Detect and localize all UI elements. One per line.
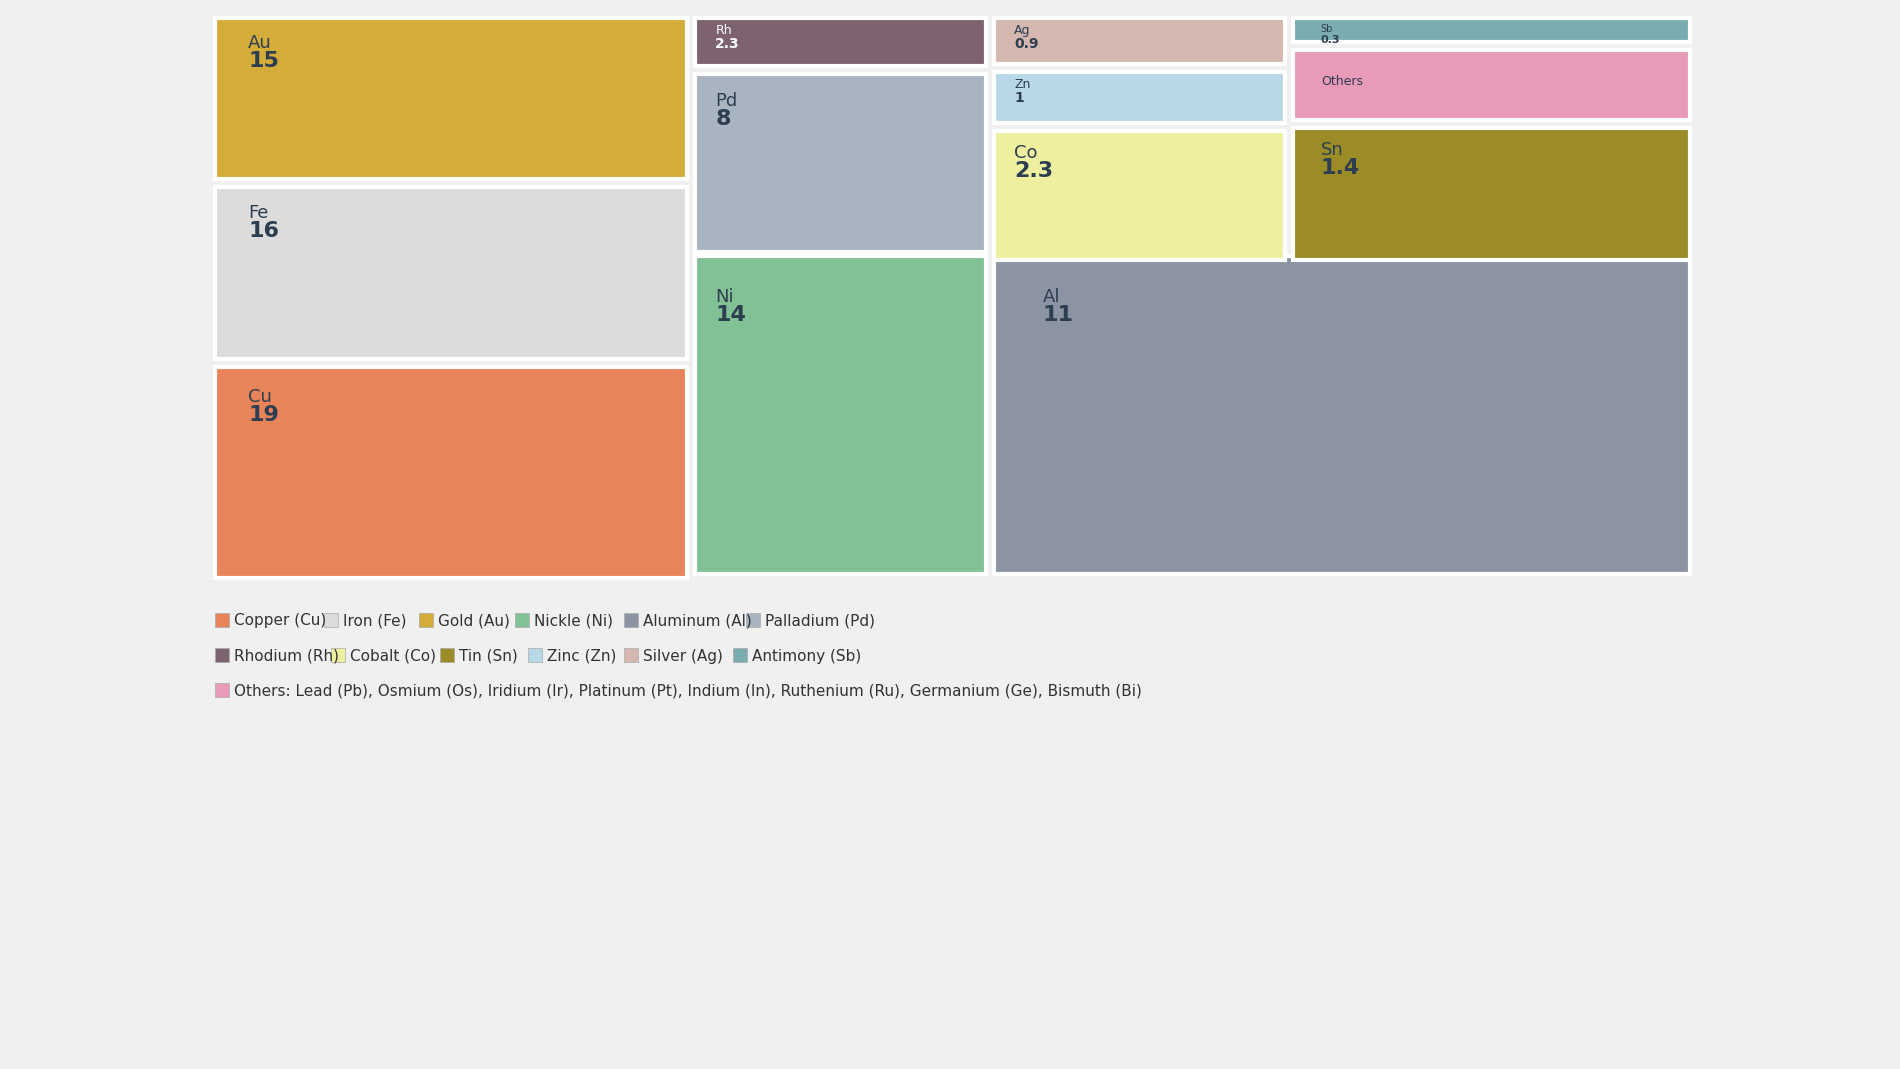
Text: Ni: Ni (716, 288, 733, 306)
Text: Ag: Ag (1015, 24, 1032, 37)
Bar (623, 648, 638, 662)
Text: Silver (Ag): Silver (Ag) (642, 649, 722, 664)
Text: Cobalt (Co): Cobalt (Co) (350, 649, 435, 664)
Bar (623, 613, 638, 628)
Text: Sn: Sn (1320, 141, 1343, 159)
Bar (1294, 128, 1689, 260)
Text: 19: 19 (249, 405, 279, 425)
Bar (215, 683, 230, 697)
Bar (695, 255, 986, 574)
Text: 15: 15 (249, 51, 279, 72)
Text: Copper (Cu): Copper (Cu) (234, 614, 327, 629)
Bar (528, 648, 542, 662)
Text: Others: Others (1320, 75, 1362, 88)
Text: Zn: Zn (1015, 78, 1030, 91)
Bar (215, 367, 688, 578)
Text: Nickle (Ni): Nickle (Ni) (534, 614, 614, 629)
Bar (1294, 50, 1689, 120)
Text: Sb: Sb (1320, 24, 1334, 34)
Bar (420, 613, 433, 628)
Text: Aluminum (Al): Aluminum (Al) (642, 614, 752, 629)
Text: Antimony (Sb): Antimony (Sb) (752, 649, 861, 664)
Text: 2.3: 2.3 (1015, 161, 1053, 181)
Text: 1: 1 (1015, 91, 1024, 105)
Text: 8: 8 (716, 109, 732, 128)
Text: 1.4: 1.4 (1320, 158, 1360, 179)
Text: Co: Co (1015, 144, 1037, 161)
Bar (994, 18, 1284, 64)
Bar (994, 72, 1284, 123)
Bar (747, 613, 760, 628)
Bar (215, 613, 230, 628)
Text: 2.3: 2.3 (716, 37, 739, 51)
Text: Iron (Fe): Iron (Fe) (344, 614, 407, 629)
Text: 0.3: 0.3 (1320, 35, 1340, 45)
Text: 0.9: 0.9 (1015, 37, 1039, 51)
Bar (215, 18, 688, 179)
Bar (1294, 18, 1689, 42)
Bar (994, 131, 1284, 260)
Text: Fe: Fe (249, 204, 268, 222)
Bar (695, 18, 986, 66)
Bar (733, 648, 747, 662)
Bar (695, 74, 986, 252)
Text: Al: Al (1043, 288, 1060, 306)
Text: Gold (Au): Gold (Au) (439, 614, 511, 629)
Bar (215, 648, 230, 662)
Text: 11: 11 (1043, 305, 1074, 325)
Bar (331, 648, 344, 662)
Text: Rh: Rh (716, 24, 732, 37)
Text: Others: Lead (Pb), Osmium (Os), Iridium (Ir), Platinum (Pt), Indium (In), Ruthen: Others: Lead (Pb), Osmium (Os), Iridium … (234, 683, 1142, 698)
Bar (215, 187, 688, 359)
Bar (515, 613, 528, 628)
Text: Pd: Pd (716, 92, 737, 110)
Text: Tin (Sn): Tin (Sn) (460, 649, 517, 664)
Text: Au: Au (249, 34, 272, 52)
Text: Palladium (Pd): Palladium (Pd) (766, 614, 876, 629)
Text: Rhodium (Rh): Rhodium (Rh) (234, 649, 338, 664)
Text: 16: 16 (249, 221, 279, 242)
Bar (994, 255, 1689, 574)
Bar (441, 648, 454, 662)
Text: 14: 14 (716, 305, 747, 325)
Text: Zinc (Zn): Zinc (Zn) (547, 649, 618, 664)
Bar (325, 613, 338, 628)
Text: Cu: Cu (249, 388, 272, 406)
